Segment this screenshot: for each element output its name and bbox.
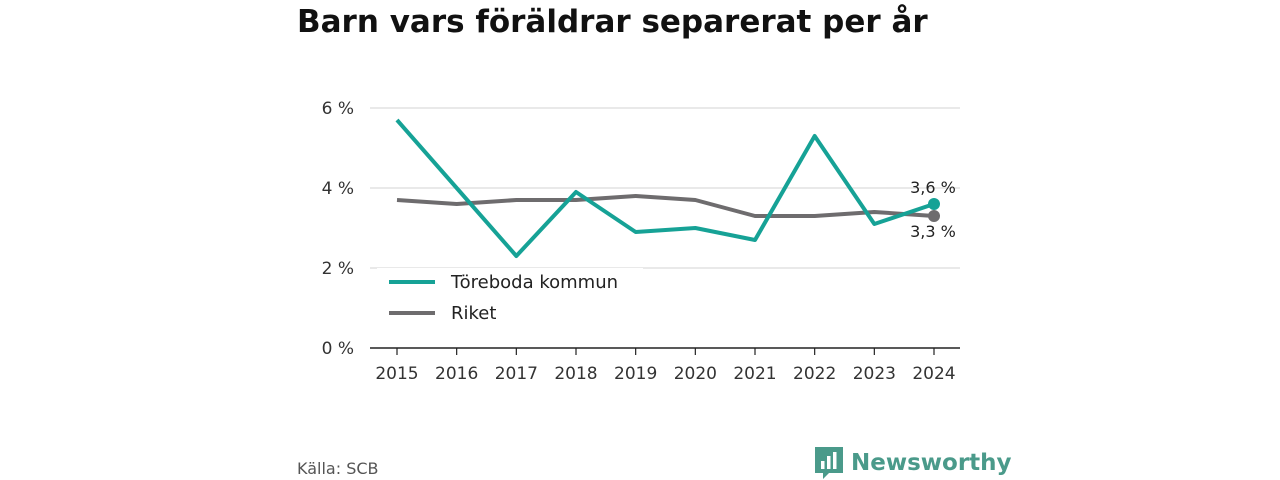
newsworthy-logo-icon (815, 447, 843, 479)
chart-title: Barn vars föräldrar separerat per år (297, 4, 928, 40)
y-tick-label: 6 % (322, 99, 354, 119)
y-tick-label: 0 % (322, 339, 354, 359)
legend: Töreboda kommun Riket (377, 268, 643, 332)
x-tick-label: 2021 (733, 364, 776, 384)
series-line (395, 118, 935, 258)
x-tick-label: 2020 (674, 364, 717, 384)
legend-label: Riket (451, 303, 496, 324)
end-label-toreboda: 3,6 % (910, 178, 956, 197)
x-tick-label: 2015 (375, 364, 418, 384)
x-tick-label: 2019 (614, 364, 657, 384)
series-lines (395, 118, 940, 258)
source-note: Källa: SCB (297, 459, 379, 478)
legend-label: Töreboda kommun (450, 272, 618, 293)
x-tick-label: 2018 (554, 364, 597, 384)
x-tick-label: 2024 (912, 364, 955, 384)
series-end-point (928, 198, 940, 210)
x-tick-label: 2022 (793, 364, 836, 384)
y-tick-label: 4 % (322, 179, 354, 199)
series-line (396, 194, 935, 218)
legend-background (377, 268, 643, 332)
x-tick-label: 2017 (495, 364, 538, 384)
x-tick-label: 2016 (435, 364, 478, 384)
series-end-point (928, 210, 940, 222)
x-axis: 2015 2016 2017 2018 2019 2020 2021 2022 2023 2024 (370, 347, 960, 384)
end-label-riket: 3,3 % (910, 222, 956, 241)
end-labels: 3,6 % 3,3 % (910, 178, 956, 241)
x-tick-label: 2023 (853, 364, 896, 384)
y-tick-label: 2 % (322, 259, 354, 279)
brand-name: Newsworthy (851, 450, 1012, 476)
brand-logo: Newsworthy (815, 447, 1012, 479)
y-axis: 0 % 2 % 4 % 6 % (322, 99, 354, 359)
